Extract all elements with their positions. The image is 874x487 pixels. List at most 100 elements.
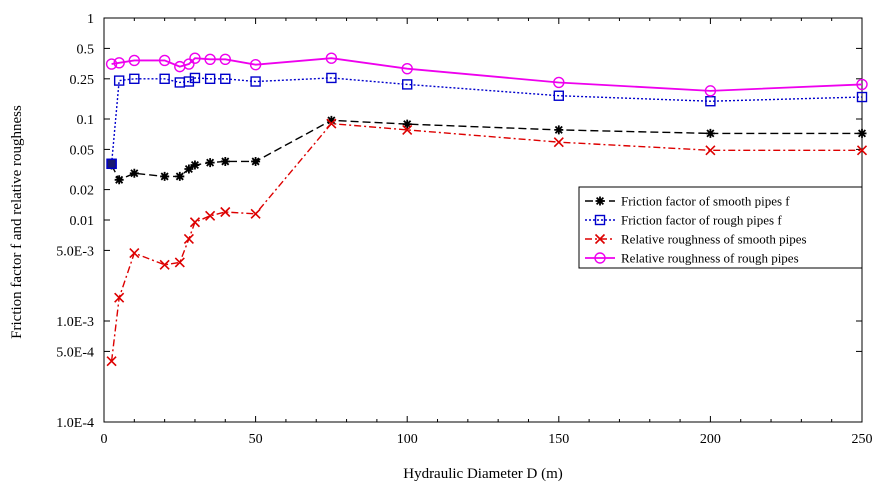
- y-tick-label: 0.1: [77, 113, 95, 128]
- x-tick-label: 200: [700, 432, 721, 447]
- data-point: [595, 196, 605, 206]
- data-point: [183, 58, 195, 70]
- data-point: [205, 158, 215, 168]
- data-point: [205, 210, 216, 221]
- data-point: [856, 78, 868, 91]
- data-point: [554, 125, 564, 135]
- axes: 0 50 100 150 200 250 1 0.5 0.25 0.1 0.05 0.02 0.01 5.…: [56, 12, 872, 447]
- data-point: [704, 85, 717, 97]
- data-point: [129, 73, 140, 85]
- y-tick-label: 1: [87, 12, 94, 27]
- data-point: [160, 171, 170, 181]
- data-point: [113, 57, 125, 69]
- data-point: [553, 90, 564, 101]
- series-3: [106, 118, 868, 367]
- series-2: [106, 72, 868, 170]
- data-point: [326, 118, 337, 129]
- data-point: [204, 73, 216, 85]
- data-point: [705, 96, 716, 107]
- data-point: [105, 58, 118, 70]
- data-point: [129, 168, 139, 178]
- series-4: [105, 52, 868, 97]
- data-point: [250, 76, 261, 87]
- series-line: [110, 122, 862, 362]
- data-point: [189, 72, 201, 84]
- data-point: [857, 128, 867, 138]
- data-point: [184, 164, 194, 174]
- y-tick-label: 0.05: [70, 143, 95, 158]
- series-line: [110, 77, 863, 164]
- x-axis-title: Hydraulic Diameter D (m): [403, 466, 563, 482]
- y-tick-label: 0.25: [70, 73, 95, 88]
- data-point: [856, 145, 868, 156]
- legend-label: Friction factor of smooth pipes f: [621, 194, 790, 209]
- data-point: [106, 356, 117, 367]
- data-point: [159, 73, 170, 85]
- legend-entry-1: Friction factor of smooth pipes f: [585, 194, 790, 209]
- legend-entry-3: Relative roughness of smooth pipes: [585, 232, 807, 247]
- legend: Friction factor of smooth pipes f Frictio…: [578, 186, 863, 269]
- data-point: [129, 248, 140, 259]
- data-point: [114, 175, 124, 185]
- legend-entry-2: Friction factor of rough pipes f: [585, 213, 782, 228]
- data-point: [594, 214, 606, 226]
- legend-box: [578, 186, 863, 269]
- y-tick-label: 0.02: [70, 184, 95, 199]
- legend-label: Relative roughness of rough pipes: [621, 251, 799, 266]
- data-point: [220, 206, 231, 218]
- data-point: [705, 145, 716, 156]
- y-tick-label: 5.0E-3: [56, 244, 94, 259]
- x-tick-label: 250: [852, 432, 873, 447]
- data-point: [705, 128, 715, 138]
- data-point: [553, 137, 564, 148]
- data-point-highlight: [106, 158, 117, 170]
- data-point: [114, 292, 125, 303]
- data-point: [220, 156, 230, 166]
- data-point: [251, 156, 261, 166]
- data-point: [183, 233, 194, 244]
- data-point: [402, 124, 413, 135]
- x-tick-label: 0: [101, 432, 108, 447]
- data-point: [190, 160, 200, 170]
- data-point: [220, 73, 231, 85]
- data-point: [204, 53, 216, 66]
- data-point: [402, 79, 413, 90]
- data-point: [250, 208, 261, 219]
- data-point: [189, 52, 201, 64]
- y-tick-label: 1.0E-4: [56, 416, 94, 431]
- data-point: [594, 252, 606, 264]
- y-tick-label: 0.5: [77, 42, 95, 57]
- y-axis-title: Friction factor f and relative roughness: [9, 105, 25, 339]
- data-point: [326, 72, 337, 84]
- y-tick-label: 0.01: [70, 214, 95, 229]
- data-point: [183, 76, 195, 87]
- data-point: [326, 115, 336, 125]
- data-point: [402, 119, 412, 129]
- data-point: [113, 75, 125, 86]
- y-tick-label: 1.0E-3: [56, 315, 94, 330]
- series-layer: [105, 52, 868, 367]
- y-tick-label: 5.0E-4: [56, 345, 94, 360]
- x-tick-label: 100: [397, 432, 418, 447]
- data-point: [175, 171, 185, 181]
- data-point: [128, 54, 141, 67]
- data-point: [189, 217, 201, 228]
- data-point: [594, 233, 606, 245]
- legend-entry-4: Relative roughness of rough pipes: [585, 251, 799, 266]
- data-point: [219, 53, 231, 66]
- x-tick-label: 150: [548, 432, 569, 447]
- data-point: [174, 257, 185, 268]
- data-point: [401, 62, 413, 75]
- series-line: [111, 57, 863, 92]
- data-point: [325, 52, 338, 64]
- series-1: [107, 115, 867, 185]
- legend-label: Relative roughness of smooth pipes: [621, 232, 807, 247]
- data-point: [856, 91, 868, 103]
- data-point: [249, 58, 262, 71]
- data-point: [158, 54, 171, 67]
- data-point: [553, 76, 565, 89]
- data-point: [159, 259, 170, 270]
- legend-label: Friction factor of rough pipes f: [621, 213, 782, 228]
- x-tick-label: 50: [249, 432, 263, 447]
